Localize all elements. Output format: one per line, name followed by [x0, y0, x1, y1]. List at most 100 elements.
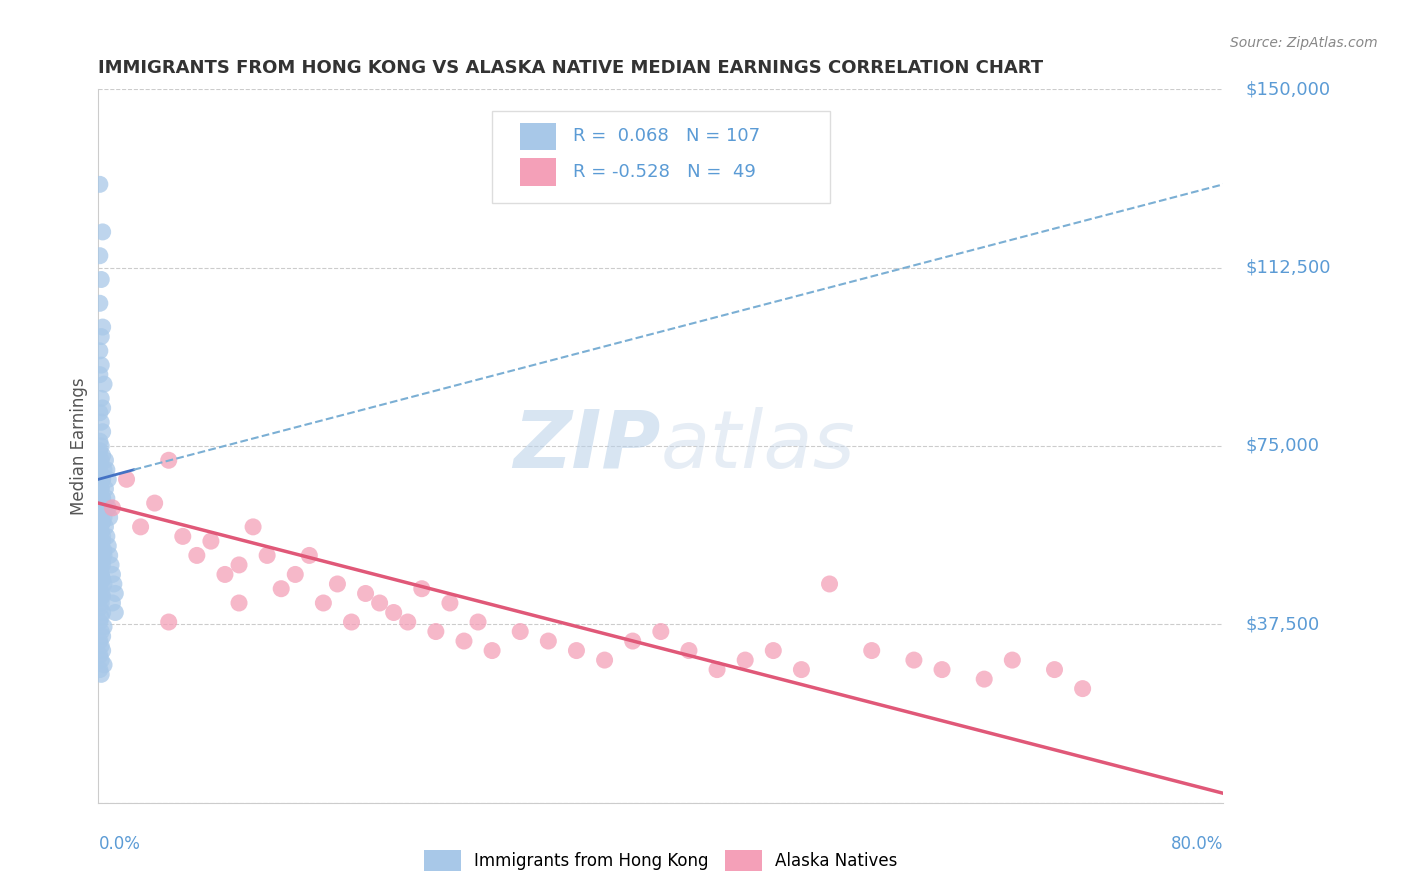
Point — [228, 596, 250, 610]
Point — [186, 549, 208, 563]
Point — [1043, 663, 1066, 677]
Point — [94, 520, 117, 534]
Point — [91, 491, 114, 506]
Point — [90, 539, 112, 553]
Point — [326, 577, 349, 591]
Point — [91, 225, 114, 239]
Text: 0.0%: 0.0% — [98, 835, 141, 853]
Point — [903, 653, 925, 667]
Point — [481, 643, 503, 657]
Point — [89, 563, 111, 577]
Point — [100, 558, 122, 572]
Point — [90, 510, 112, 524]
Point — [91, 643, 114, 657]
Point — [91, 491, 114, 506]
Point — [89, 296, 111, 310]
Point — [93, 543, 115, 558]
Point — [89, 582, 111, 596]
Point — [860, 643, 883, 657]
Point — [89, 563, 111, 577]
Point — [256, 549, 278, 563]
Point — [103, 577, 125, 591]
Point — [89, 486, 111, 500]
Point — [89, 477, 111, 491]
Point — [96, 463, 118, 477]
Point — [104, 586, 127, 600]
Point — [565, 643, 588, 657]
Point — [91, 515, 114, 529]
Text: R = -0.528   N =  49: R = -0.528 N = 49 — [574, 163, 756, 181]
Point — [89, 549, 111, 563]
Point — [90, 524, 112, 539]
Text: Source: ZipAtlas.com: Source: ZipAtlas.com — [1230, 36, 1378, 50]
Bar — [520, 159, 557, 186]
Point — [89, 249, 111, 263]
Point — [93, 463, 115, 477]
Point — [91, 606, 114, 620]
Point — [650, 624, 672, 639]
Point — [129, 520, 152, 534]
Point — [91, 515, 114, 529]
Point — [453, 634, 475, 648]
Point — [93, 620, 115, 634]
Text: IMMIGRANTS FROM HONG KONG VS ALASKA NATIVE MEDIAN EARNINGS CORRELATION CHART: IMMIGRANTS FROM HONG KONG VS ALASKA NATI… — [98, 59, 1043, 77]
Point — [91, 529, 114, 543]
Point — [340, 615, 363, 629]
Point — [89, 178, 111, 192]
Point — [96, 491, 118, 506]
Bar — [520, 123, 557, 150]
Text: R =  0.068   N = 107: R = 0.068 N = 107 — [574, 128, 761, 145]
Point — [91, 558, 114, 572]
Point — [93, 577, 115, 591]
Point — [91, 320, 114, 334]
Point — [91, 572, 114, 586]
Point — [89, 648, 111, 663]
Text: $112,500: $112,500 — [1246, 259, 1331, 277]
Point — [89, 477, 111, 491]
Point — [89, 443, 111, 458]
Point — [382, 606, 405, 620]
Point — [593, 653, 616, 667]
Point — [90, 453, 112, 467]
Point — [90, 496, 112, 510]
Point — [94, 482, 117, 496]
Point — [214, 567, 236, 582]
Point — [90, 272, 112, 286]
Point — [411, 582, 433, 596]
Point — [90, 610, 112, 624]
Text: ZIP: ZIP — [513, 407, 661, 485]
Point — [89, 534, 111, 549]
Point — [89, 634, 111, 648]
Point — [89, 500, 111, 515]
Legend: Immigrants from Hong Kong, Alaska Natives: Immigrants from Hong Kong, Alaska Native… — [425, 850, 897, 871]
Point — [312, 596, 335, 610]
Point — [706, 663, 728, 677]
Point — [91, 472, 114, 486]
Point — [89, 663, 111, 677]
Point — [101, 596, 124, 610]
Point — [143, 496, 166, 510]
Point — [89, 543, 111, 558]
Point — [90, 482, 112, 496]
Text: $75,000: $75,000 — [1246, 437, 1320, 455]
Point — [931, 663, 953, 677]
Point — [91, 472, 114, 486]
Point — [89, 406, 111, 420]
Point — [90, 496, 112, 510]
Point — [104, 606, 127, 620]
Point — [91, 629, 114, 643]
Point — [425, 624, 447, 639]
Point — [537, 634, 560, 648]
Point — [762, 643, 785, 657]
Point — [90, 392, 112, 406]
Point — [818, 577, 841, 591]
Point — [90, 415, 112, 429]
Point — [96, 529, 118, 543]
Point — [90, 439, 112, 453]
Point — [89, 368, 111, 382]
Point — [89, 434, 111, 449]
Point — [89, 600, 111, 615]
Point — [91, 425, 114, 439]
Point — [467, 615, 489, 629]
Point — [509, 624, 531, 639]
